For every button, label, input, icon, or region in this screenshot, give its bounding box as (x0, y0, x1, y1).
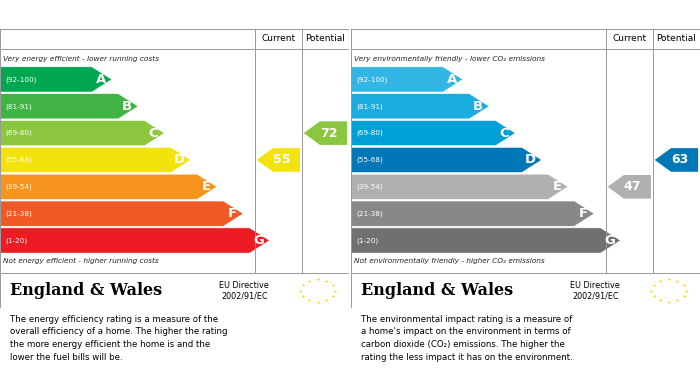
Text: (1-20): (1-20) (356, 237, 379, 244)
Polygon shape (351, 120, 515, 146)
Polygon shape (351, 228, 620, 253)
Text: The environmental impact rating is a measure of
a home's impact on the environme: The environmental impact rating is a mea… (361, 315, 573, 362)
Polygon shape (654, 148, 698, 172)
Text: 72: 72 (320, 127, 337, 140)
Text: (69-80): (69-80) (356, 130, 383, 136)
Text: A: A (96, 73, 106, 86)
Polygon shape (351, 201, 594, 226)
Text: EU Directive
2002/91/EC: EU Directive 2002/91/EC (219, 281, 270, 300)
Polygon shape (1, 228, 270, 253)
Text: Not energy efficient - higher running costs: Not energy efficient - higher running co… (4, 258, 159, 264)
Text: The energy efficiency rating is a measure of the
overall efficiency of a home. T: The energy efficiency rating is a measur… (10, 315, 228, 362)
Polygon shape (1, 94, 138, 119)
Text: (55-68): (55-68) (5, 157, 32, 163)
Text: Potential: Potential (657, 34, 696, 43)
Text: 63: 63 (671, 153, 688, 167)
Polygon shape (351, 67, 463, 92)
Text: (39-54): (39-54) (5, 183, 32, 190)
Text: Environmental Impact (CO₂) Rating: Environmental Impact (CO₂) Rating (361, 8, 608, 21)
Text: (92-100): (92-100) (5, 76, 36, 83)
Text: 55: 55 (273, 153, 290, 167)
Text: B: B (473, 100, 483, 113)
Text: F: F (228, 207, 237, 220)
Text: England & Wales: England & Wales (361, 282, 514, 299)
Polygon shape (1, 147, 190, 172)
Text: Current: Current (261, 34, 295, 43)
Text: D: D (525, 153, 536, 167)
Text: Potential: Potential (305, 34, 345, 43)
Text: (39-54): (39-54) (356, 183, 383, 190)
Text: (92-100): (92-100) (356, 76, 388, 83)
Polygon shape (1, 67, 112, 92)
Text: G: G (604, 234, 615, 247)
Text: E: E (202, 180, 211, 193)
Text: 47: 47 (624, 180, 641, 193)
Text: E: E (552, 180, 561, 193)
Text: D: D (174, 153, 186, 167)
Text: A: A (447, 73, 457, 86)
Polygon shape (257, 148, 300, 172)
Text: Energy Efficiency Rating: Energy Efficiency Rating (10, 8, 182, 21)
Text: (21-38): (21-38) (5, 210, 32, 217)
Polygon shape (1, 201, 243, 226)
Text: (1-20): (1-20) (5, 237, 27, 244)
Text: (21-38): (21-38) (356, 210, 383, 217)
Text: Very environmentally friendly - lower CO₂ emissions: Very environmentally friendly - lower CO… (354, 56, 545, 62)
Polygon shape (351, 94, 489, 119)
Text: B: B (122, 100, 132, 113)
Text: Not environmentally friendly - higher CO₂ emissions: Not environmentally friendly - higher CO… (354, 258, 545, 264)
Polygon shape (1, 174, 217, 199)
Polygon shape (351, 174, 568, 199)
Polygon shape (1, 120, 164, 146)
Text: G: G (253, 234, 264, 247)
Text: EU Directive
2002/91/EC: EU Directive 2002/91/EC (570, 281, 620, 300)
Text: C: C (500, 127, 510, 140)
Text: (81-91): (81-91) (356, 103, 383, 109)
Polygon shape (351, 147, 542, 172)
Text: C: C (148, 127, 158, 140)
Text: (69-80): (69-80) (5, 130, 32, 136)
Polygon shape (304, 121, 347, 145)
Text: F: F (579, 207, 588, 220)
Text: Very energy efficient - lower running costs: Very energy efficient - lower running co… (4, 56, 160, 62)
Polygon shape (608, 175, 651, 199)
Text: (81-91): (81-91) (5, 103, 32, 109)
Text: England & Wales: England & Wales (10, 282, 162, 299)
Text: Current: Current (612, 34, 646, 43)
Text: (55-68): (55-68) (356, 157, 383, 163)
